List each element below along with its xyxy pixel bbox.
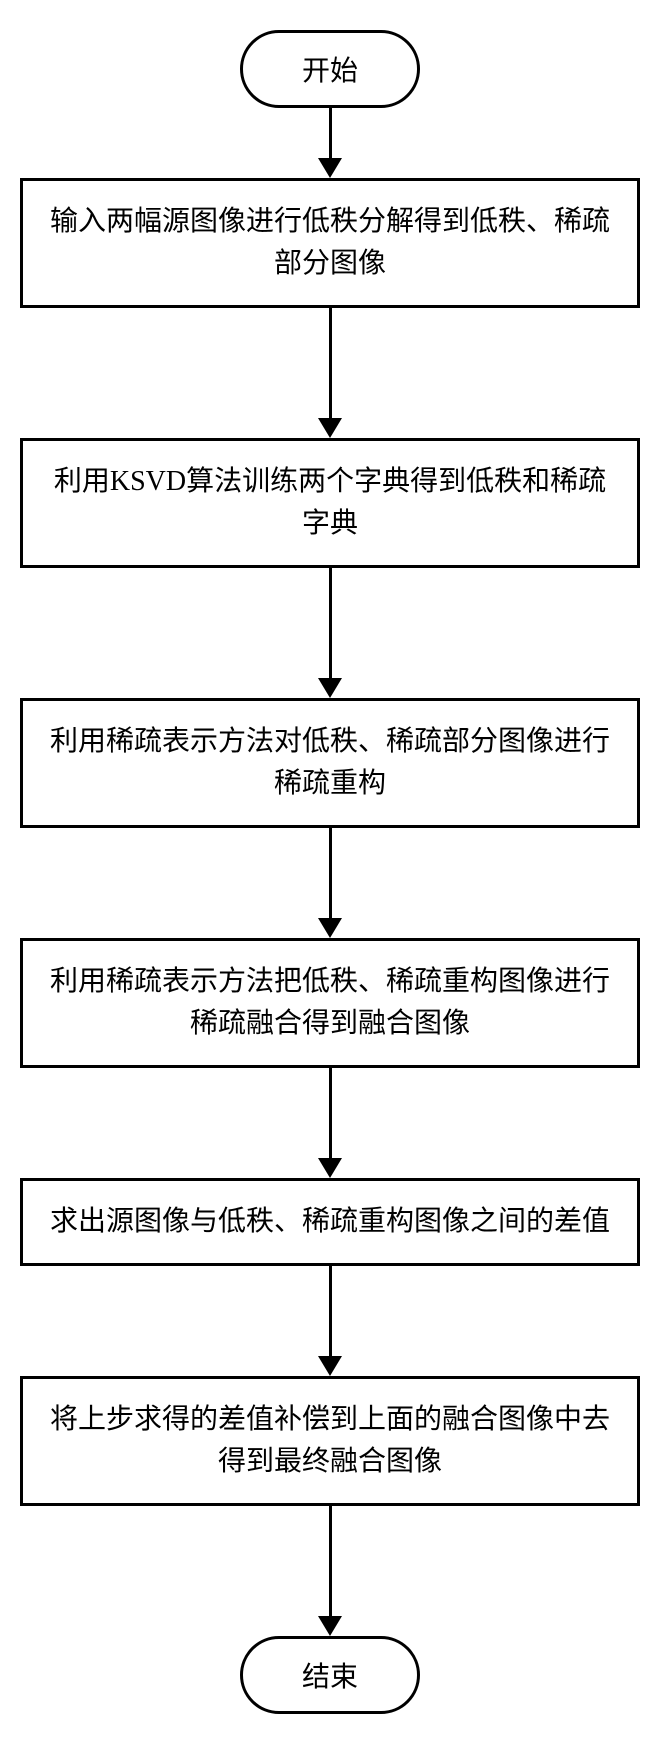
node-text: 利用KSVD算法训练两个字典得到低秩和稀疏字典 [54,466,606,539]
arrow-connector [318,1506,342,1636]
process-step-4: 利用稀疏表示方法把低秩、稀疏重构图像进行稀疏融合得到融合图像 [20,938,640,1068]
arrow-head [318,1616,342,1636]
flowchart-container: 开始 输入两幅源图像进行低秩分解得到低秩、稀疏部分图像 利用KSVD算法训练两个… [20,30,640,1714]
arrow-connector [318,108,342,178]
node-text: 利用稀疏表示方法对低秩、稀疏部分图像进行稀疏重构 [50,726,610,799]
arrow-connector [318,1068,342,1178]
arrow-head [318,678,342,698]
node-text: 将上步求得的差值补偿到上面的融合图像中去得到最终融合图像 [50,1404,610,1477]
arrow-line [329,308,332,418]
node-text: 结束 [302,1662,358,1693]
arrow-connector [318,1266,342,1376]
arrow-line [329,1068,332,1158]
process-step-5: 求出源图像与低秩、稀疏重构图像之间的差值 [20,1178,640,1266]
arrow-connector [318,568,342,698]
arrow-connector [318,828,342,938]
arrow-head [318,1356,342,1376]
process-step-3: 利用稀疏表示方法对低秩、稀疏部分图像进行稀疏重构 [20,698,640,828]
arrow-line [329,568,332,678]
arrow-head [318,158,342,178]
arrow-head [318,1158,342,1178]
arrow-head [318,918,342,938]
process-step-2: 利用KSVD算法训练两个字典得到低秩和稀疏字典 [20,438,640,568]
arrow-line [329,108,332,158]
node-text: 开始 [302,56,358,87]
arrow-line [329,1266,332,1356]
arrow-head [318,418,342,438]
arrow-line [329,828,332,918]
arrow-connector [318,308,342,438]
terminal-end: 结束 [240,1636,420,1714]
process-step-6: 将上步求得的差值补偿到上面的融合图像中去得到最终融合图像 [20,1376,640,1506]
process-step-1: 输入两幅源图像进行低秩分解得到低秩、稀疏部分图像 [20,178,640,308]
node-text: 求出源图像与低秩、稀疏重构图像之间的差值 [50,1206,610,1237]
node-text: 利用稀疏表示方法把低秩、稀疏重构图像进行稀疏融合得到融合图像 [50,966,610,1039]
node-text: 输入两幅源图像进行低秩分解得到低秩、稀疏部分图像 [50,206,610,279]
terminal-start: 开始 [240,30,420,108]
arrow-line [329,1506,332,1616]
